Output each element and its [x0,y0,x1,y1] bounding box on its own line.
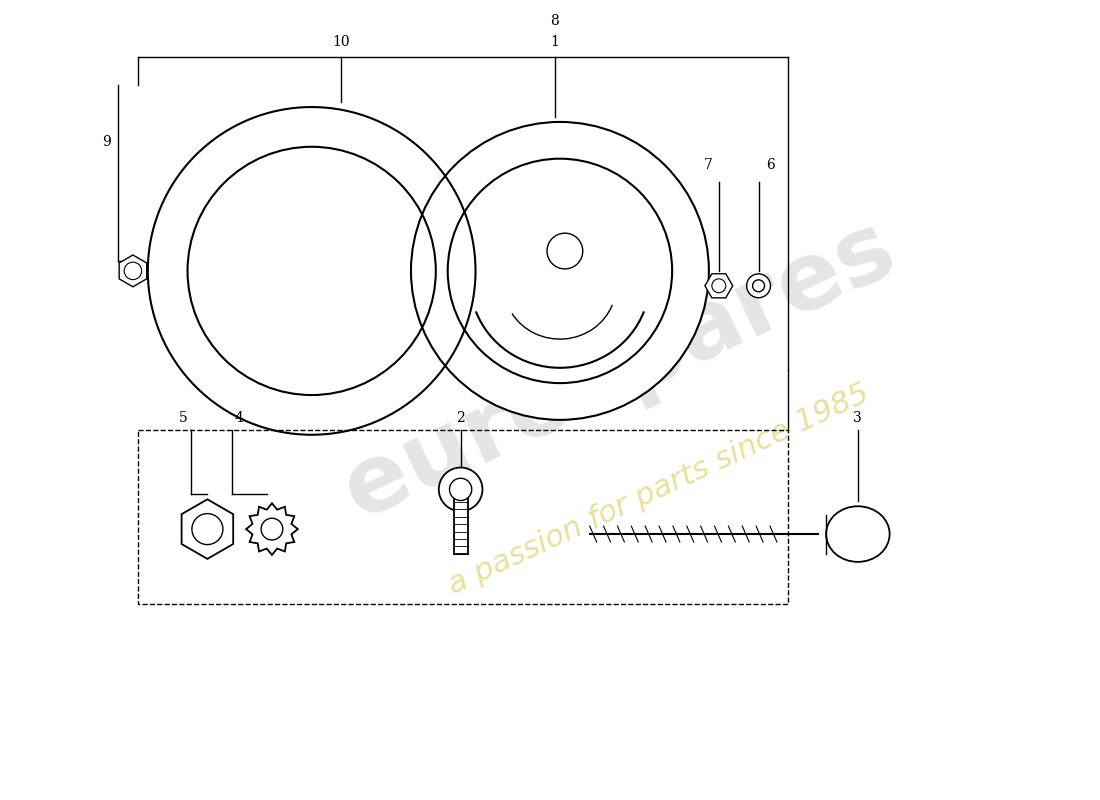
Circle shape [411,122,708,420]
Circle shape [261,518,283,540]
Bar [453,490,468,554]
Text: 7: 7 [704,158,713,171]
Polygon shape [246,503,298,555]
Polygon shape [705,274,733,298]
Circle shape [747,274,770,298]
Ellipse shape [826,506,890,562]
Text: 9: 9 [102,135,111,149]
Text: 8: 8 [551,14,559,28]
Circle shape [547,233,583,269]
Circle shape [191,514,223,545]
Text: 2: 2 [456,411,465,425]
Circle shape [439,467,483,511]
Circle shape [752,280,764,292]
Polygon shape [119,255,146,286]
Circle shape [450,478,472,501]
Circle shape [147,107,475,434]
Text: eurospares: eurospares [329,202,910,538]
Text: a passion for parts since 1985: a passion for parts since 1985 [444,379,874,600]
Text: 1: 1 [550,35,560,50]
Text: 10: 10 [332,35,350,50]
Text: 3: 3 [854,411,862,425]
Text: 4: 4 [234,411,243,425]
Text: 5: 5 [179,411,187,425]
Polygon shape [182,499,233,559]
Text: 6: 6 [767,158,775,171]
